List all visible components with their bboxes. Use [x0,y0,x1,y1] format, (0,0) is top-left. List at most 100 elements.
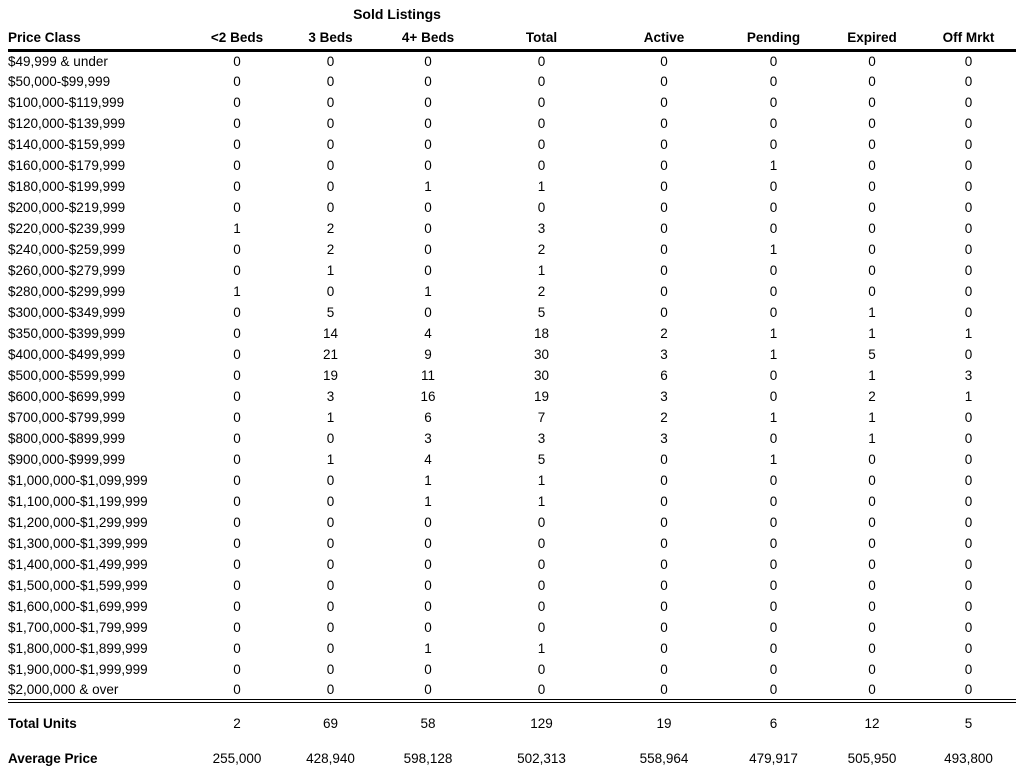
value-cell: 0 [326,578,335,593]
value-cell: 0 [424,599,432,614]
price-class-cell: $800,000-$899,999 [8,431,126,446]
value-cell: 0 [326,158,335,173]
value-cell: 6 [660,368,668,383]
value-cell: 0 [769,557,778,572]
value-cell: 0 [424,200,432,215]
value-cell: 0 [233,347,241,362]
value-cell: 0 [326,431,335,446]
value-cell: 3 [660,389,668,404]
value-cell: 0 [326,179,335,194]
value-cell: 0 [424,662,432,677]
table-row: $260,000-$279,999 0 1 0 1 0 0 0 0 [8,260,1016,281]
value-cell: 0 [424,53,432,69]
price-class-cell: $1,600,000-$1,699,999 [8,599,148,614]
value-cell: 0 [868,53,876,69]
value-cell: 0 [537,200,546,215]
value-cell: 7 [537,410,546,425]
value-cell: 0 [660,116,668,131]
value-cell: 1 [424,179,432,194]
value-cell: 0 [326,116,335,131]
value-cell: 0 [769,536,778,551]
value-cell: 0 [233,578,241,593]
value-cell: 0 [537,620,546,635]
total-units-value: 129 [479,699,605,737]
value-cell: 0 [964,200,973,215]
value-cell: 0 [868,284,876,299]
total-units-value: 19 [604,699,725,737]
value-cell: 0 [660,536,668,551]
value-cell: 0 [769,137,778,152]
value-cell: 1 [537,179,546,194]
value-cell: 0 [660,305,668,320]
value-cell: 0 [233,263,241,278]
value-cell: 0 [233,682,241,697]
value-cell: 0 [233,515,241,530]
value-cell: 0 [424,158,432,173]
column-header-pending: Pending [724,26,824,52]
value-cell: 0 [868,263,876,278]
value-cell: 0 [424,682,432,697]
price-class-cell: $260,000-$279,999 [8,263,126,278]
value-cell: 0 [660,599,668,614]
column-header-3-beds: 3 Beds [284,26,377,52]
price-class-cell: $240,000-$259,999 [8,242,126,257]
table-row: $600,000-$699,999 0 3 16 19 3 0 2 1 [8,386,1016,407]
value-cell: 0 [769,95,778,110]
value-cell: 0 [769,641,778,656]
value-cell: 0 [233,410,241,425]
value-cell: 2 [660,326,668,341]
price-class-cell: $49,999 & under [8,53,108,69]
value-cell: 0 [964,452,973,467]
value-cell: 0 [233,473,241,488]
value-cell: 0 [868,74,876,89]
value-cell: 0 [233,305,241,320]
value-cell: 0 [326,557,335,572]
value-cell: 0 [964,242,973,257]
value-cell: 0 [868,536,876,551]
price-class-cell: $500,000-$599,999 [8,368,126,383]
table-row: $120,000-$139,999 0 0 0 0 0 0 0 0 [8,113,1016,134]
price-class-cell: $350,000-$399,999 [8,326,126,341]
value-cell: 1 [868,410,876,425]
value-cell: 0 [424,578,432,593]
sold-listings-group-header: Sold Listings [353,6,441,22]
value-cell: 0 [868,452,876,467]
average-price-value: 493,800 [944,750,993,766]
value-cell: 0 [233,536,241,551]
value-cell: 0 [537,557,546,572]
value-cell: 1 [769,326,778,341]
value-cell: 0 [424,137,432,152]
table-row: $1,600,000-$1,699,999 0 0 0 0 0 0 0 0 [8,596,1016,617]
value-cell: 0 [868,221,876,236]
price-class-cell: $700,000-$799,999 [8,410,126,425]
value-cell: 0 [326,494,335,509]
value-cell: 0 [326,74,335,89]
value-cell: 0 [326,95,335,110]
value-cell: 0 [868,116,876,131]
value-cell: 30 [533,347,550,362]
value-cell: 0 [868,179,876,194]
total-units-value: 6 [724,699,824,737]
value-cell: 0 [769,494,778,509]
table-row: $400,000-$499,999 0 21 9 30 3 1 5 0 [8,344,1016,365]
value-cell: 0 [964,557,973,572]
value-cell: 0 [868,599,876,614]
price-class-cell: $1,000,000-$1,099,999 [8,473,148,488]
column-header-price-class: Price Class [8,26,190,52]
value-cell: 0 [233,452,241,467]
value-cell: 11 [420,368,435,383]
value-cell: 0 [868,662,876,677]
table-row: $100,000-$119,999 0 0 0 0 0 0 0 0 [8,92,1016,113]
value-cell: 0 [769,389,778,404]
table-row: $140,000-$159,999 0 0 0 0 0 0 0 0 [8,134,1016,155]
total-units-value: 2 [190,699,284,737]
value-cell: 1 [326,410,335,425]
price-class-cell: $2,000,000 & over [8,682,119,697]
value-cell: 0 [660,473,668,488]
price-class-cell: $1,100,000-$1,199,999 [8,494,148,509]
value-cell: 0 [233,158,241,173]
value-cell: 2 [660,410,668,425]
value-cell: 0 [964,410,973,425]
value-cell: 3 [660,431,668,446]
